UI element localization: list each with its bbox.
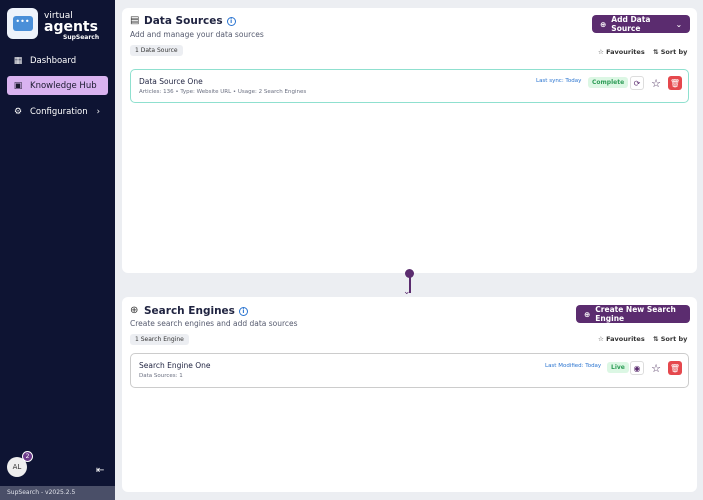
item-name: Search Engine One bbox=[139, 361, 211, 370]
sidebar-item-knowledge-hub[interactable]: ▣ Knowledge Hub bbox=[7, 76, 108, 95]
count-chip: 1 Data Source bbox=[130, 45, 183, 56]
favourites-filter[interactable]: ☆ Favourites bbox=[598, 335, 645, 343]
favourites-filter[interactable]: ☆ Favourites bbox=[598, 48, 645, 56]
sidebar-item-label: Knowledge Hub bbox=[30, 80, 97, 91]
book-icon: ▣ bbox=[13, 80, 23, 91]
add-data-source-button[interactable]: ⊕ Add Data Source ⌄ bbox=[592, 15, 690, 33]
brand-line3: SupSearch bbox=[63, 34, 100, 41]
version-label: SupSearch - v2025.2.5 bbox=[0, 486, 115, 500]
sidebar-item-dashboard[interactable]: ▦ Dashboard bbox=[7, 51, 108, 70]
book-icon: ▤ bbox=[130, 15, 140, 26]
chevron-down-icon[interactable]: ⌄ bbox=[675, 19, 682, 29]
list-item[interactable]: Data Source One Articles: 136 • Type: We… bbox=[130, 69, 689, 103]
data-sources-panel: ▤ Data Sources i Add and manage your data… bbox=[122, 8, 697, 273]
item-meta: Data Sources: 1 bbox=[139, 373, 183, 379]
avatar[interactable]: AL bbox=[7, 457, 27, 477]
brand-line2: agents bbox=[44, 19, 98, 35]
section-title: Search Engines i bbox=[144, 305, 248, 317]
create-search-engine-button[interactable]: ⊕ Create New Search Engine bbox=[576, 305, 690, 323]
refresh-icon[interactable]: ⟳ bbox=[630, 76, 644, 90]
subtitle: Add and manage your data sources bbox=[130, 30, 264, 39]
status-badge: Complete bbox=[588, 77, 629, 88]
subtitle: Create search engines and add data sourc… bbox=[130, 319, 298, 328]
item-meta: Articles: 136 • Type: Website URL • Usag… bbox=[139, 89, 307, 95]
sort-button[interactable]: ⇅ Sort by bbox=[653, 48, 688, 56]
delete-icon[interactable]: 🗑 bbox=[668, 76, 682, 90]
item-name: Data Source One bbox=[139, 77, 203, 86]
count-chip: 1 Search Engine bbox=[130, 334, 189, 345]
connector-line bbox=[408, 277, 411, 293]
star-icon[interactable]: ☆ bbox=[651, 76, 661, 90]
eye-icon[interactable]: ◉ bbox=[630, 361, 644, 375]
connector-dot bbox=[405, 269, 414, 278]
info-icon[interactable]: i bbox=[226, 17, 236, 26]
last-sync: Last sync: Today bbox=[536, 78, 582, 84]
notification-badge: 2 bbox=[22, 451, 33, 462]
brand-line1: virtual bbox=[44, 11, 73, 21]
search-engines-panel: ⊕ Search Engines i Create search engines … bbox=[122, 297, 697, 492]
chevron-right-icon: › bbox=[96, 106, 100, 117]
last-modified: Last Modified: Today bbox=[545, 363, 602, 369]
gear-icon: ⚙ bbox=[13, 106, 23, 117]
arrow-down-icon: ⌄ bbox=[403, 287, 411, 297]
sidebar: ••• virtual agents SupSearch ▦ Dashboard … bbox=[0, 0, 115, 500]
search-icon: ⊕ bbox=[130, 305, 139, 316]
logo: ••• bbox=[7, 8, 38, 39]
collapse-sidebar-icon[interactable]: ⇤ bbox=[96, 465, 105, 476]
sidebar-item-label: Dashboard bbox=[30, 55, 77, 66]
sort-button[interactable]: ⇅ Sort by bbox=[653, 335, 688, 343]
plus-circle-icon: ⊕ bbox=[584, 309, 591, 319]
dashboard-icon: ▦ bbox=[13, 55, 23, 66]
star-icon[interactable]: ☆ bbox=[651, 361, 661, 375]
delete-icon[interactable]: 🗑 bbox=[668, 361, 682, 375]
info-icon[interactable]: i bbox=[238, 307, 248, 316]
sidebar-item-label: Configuration bbox=[30, 106, 88, 117]
status-badge: Live bbox=[607, 362, 629, 373]
plus-circle-icon: ⊕ bbox=[600, 19, 607, 29]
bot-icon: ••• bbox=[12, 16, 33, 31]
sidebar-item-configuration[interactable]: ⚙ Configuration › bbox=[7, 102, 108, 121]
page-title: Data Sources i bbox=[144, 15, 236, 27]
list-item[interactable]: Search Engine One Data Sources: 1 Last M… bbox=[130, 353, 689, 388]
